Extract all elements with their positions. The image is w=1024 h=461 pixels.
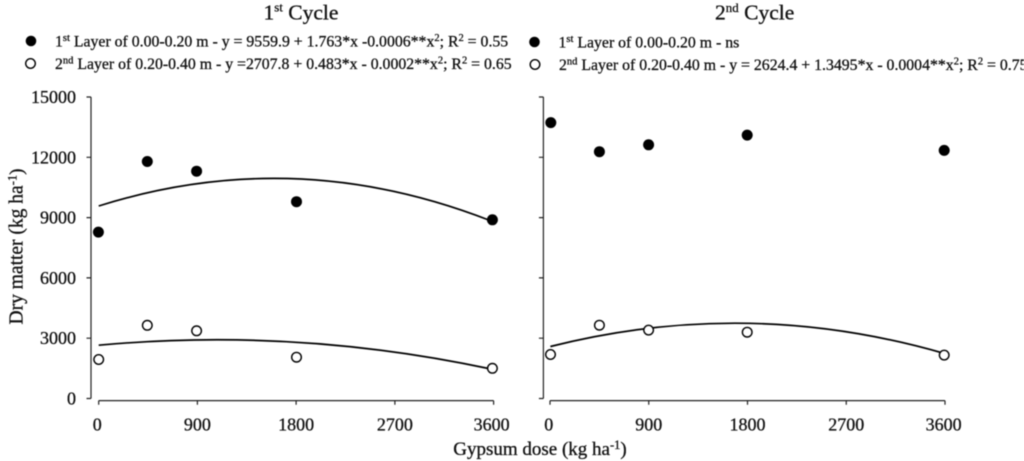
svg-text:2700: 2700 — [377, 414, 413, 434]
svg-text:9000: 9000 — [40, 208, 76, 228]
svg-text:2nd Layer of 0.20-0.40 m - y =: 2nd Layer of 0.20-0.40 m - y = 2624.4 + … — [559, 57, 1024, 75]
svg-text:1st Cycle: 1st Cycle — [264, 0, 339, 25]
svg-text:3000: 3000 — [40, 328, 76, 348]
svg-text:900: 900 — [635, 414, 662, 434]
svg-text:2700: 2700 — [828, 414, 864, 434]
svg-text:Dry matter (kg ha-1): Dry matter (kg ha-1) — [6, 169, 28, 325]
svg-text:3600: 3600 — [926, 414, 962, 434]
svg-text:Gypsum dose (kg ha-1): Gypsum dose (kg ha-1) — [453, 438, 626, 460]
svg-text:0: 0 — [544, 414, 553, 434]
svg-text:2nd Cycle: 2nd Cycle — [715, 0, 794, 25]
svg-text:1st Layer of 0.00-0.20 m - y =: 1st Layer of 0.00-0.20 m - y = 9559.9 + … — [55, 33, 508, 51]
svg-text:12000: 12000 — [31, 147, 76, 167]
svg-text:0: 0 — [93, 414, 102, 434]
svg-text:1800: 1800 — [730, 414, 766, 434]
svg-text:900: 900 — [184, 414, 211, 434]
svg-text:3600: 3600 — [474, 414, 510, 434]
svg-text:2nd Layer of 0.20-0.40 m - y =: 2nd Layer of 0.20-0.40 m - y =2707.8 + 0… — [55, 56, 512, 74]
svg-text:1800: 1800 — [278, 414, 314, 434]
svg-text:1st Layer of 0.00-0.20 m - ns: 1st Layer of 0.00-0.20 m - ns — [559, 34, 740, 52]
svg-text:15000: 15000 — [31, 87, 76, 107]
svg-text:0: 0 — [67, 389, 76, 409]
svg-text:6000: 6000 — [40, 268, 76, 288]
